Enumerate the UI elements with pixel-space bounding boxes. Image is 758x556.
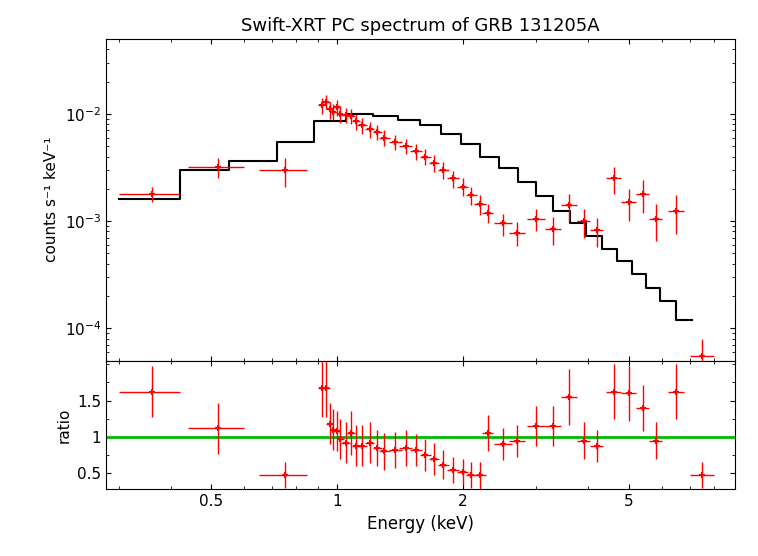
Y-axis label: counts s⁻¹ keV⁻¹: counts s⁻¹ keV⁻¹ [44, 137, 59, 262]
Y-axis label: ratio: ratio [57, 407, 71, 443]
Title: Swift-XRT PC spectrum of GRB 131205A: Swift-XRT PC spectrum of GRB 131205A [241, 17, 600, 34]
X-axis label: Energy (keV): Energy (keV) [367, 515, 475, 533]
